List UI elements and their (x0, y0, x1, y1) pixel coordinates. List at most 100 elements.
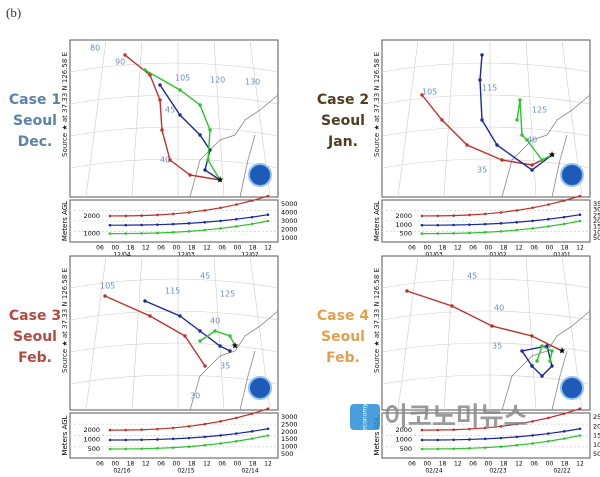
time-tick-label: 18 (127, 461, 135, 468)
height-marker (235, 416, 238, 420)
case-label: Feb. (326, 350, 360, 366)
height-marker (203, 228, 207, 232)
height-marker (266, 213, 270, 216)
right-tick-label: 3000 (281, 413, 298, 421)
height-marker (468, 427, 471, 431)
time-tick-label: 18 (561, 245, 569, 252)
height-marker (219, 420, 222, 423)
watermark-name: 이코노미뉴스 (384, 403, 528, 433)
date-label: 12/03 (177, 252, 194, 259)
height-marker (499, 425, 503, 428)
time-tick-label: 00 (485, 245, 493, 252)
trajectory-marker (525, 138, 529, 142)
right-tick-label: 1000 (593, 228, 600, 236)
left-tick-label: 500 (88, 445, 100, 453)
height-marker (436, 438, 440, 442)
source-label: Source ★ at 37.33 N 126.58 E (61, 268, 69, 373)
height-marker (452, 223, 455, 227)
right-tick-label: 1000 (281, 443, 298, 451)
date-label: 02/23 (489, 468, 506, 475)
case-label: Dec. (18, 134, 53, 150)
height-marker (140, 214, 143, 217)
map-label: 40 (210, 317, 220, 326)
height-marker (483, 231, 487, 234)
time-tick-label: 18 (439, 245, 447, 252)
height-marker (483, 426, 487, 430)
map-label: 130 (245, 78, 260, 87)
height-marker (235, 203, 238, 206)
height-marker (515, 422, 519, 426)
case-label: Seoul (13, 113, 57, 129)
trajectory-marker (178, 314, 182, 318)
trajectory-marker (550, 153, 554, 157)
time-tick-label: 06 (408, 245, 416, 252)
source-star: ★ (558, 347, 566, 357)
height-marker (499, 445, 503, 448)
left-tick-label: 2000 (83, 212, 100, 220)
height-marker (452, 438, 455, 442)
case-label: Seoul (321, 329, 365, 345)
graticule (381, 62, 591, 73)
height-marker (436, 223, 440, 227)
height-marker (140, 223, 143, 227)
trajectory-marker (420, 93, 424, 97)
coastline (189, 94, 279, 198)
trajectory-marker (228, 334, 232, 338)
height-marker (578, 427, 582, 431)
height-marker (187, 436, 191, 440)
height-marker (499, 211, 503, 214)
time-tick-label: 18 (127, 245, 135, 252)
left-tick-label: 500 (400, 445, 412, 453)
map-label: 80 (90, 44, 100, 53)
figure-label: (b) (6, 5, 21, 20)
noaa-logo (248, 376, 272, 400)
trajectory-panel: 105 115 125 45 40 35 30 Source ★ at 37.33 N 126… (61, 255, 298, 475)
date-label: 12/04 (113, 252, 130, 259)
height-marker (108, 447, 112, 451)
height-marker (266, 434, 270, 437)
height-marker (187, 425, 191, 428)
time-tick-label: 18 (249, 461, 257, 468)
height-marker (578, 194, 582, 198)
height-marker (250, 437, 254, 440)
height-marker (235, 217, 238, 221)
trajectory (421, 94, 553, 166)
height-marker (547, 225, 550, 228)
trajectory-marker (515, 118, 519, 122)
height-marker (436, 447, 440, 451)
right-tick-label: 1000 (593, 441, 600, 449)
graticule (213, 39, 225, 198)
height-marker (140, 447, 143, 451)
left-tick-label: 2000 (83, 426, 100, 434)
height-marker (250, 412, 254, 415)
time-tick-label: 00 (234, 461, 242, 468)
graticule (69, 126, 279, 137)
trajectory (516, 99, 553, 161)
height-marker (452, 447, 455, 451)
height-marker (578, 219, 582, 223)
height-marker (108, 232, 112, 235)
left-tick-label: 1000 (83, 230, 100, 238)
time-tick-label: 06 (157, 245, 165, 252)
left-tick-label: 1000 (83, 436, 100, 444)
height-marker (187, 211, 191, 214)
date-label: 01/02 (489, 252, 506, 259)
coastline (501, 94, 591, 198)
time-tick-label: 12 (454, 461, 462, 468)
trajectory-marker (178, 88, 182, 92)
time-tick-label: 06 (157, 461, 165, 468)
height-marker (515, 435, 519, 439)
trajectory-marker (218, 344, 222, 348)
map-label: 115 (482, 84, 497, 93)
case-label: Jan. (327, 134, 358, 150)
time-tick-label: 06 (530, 461, 538, 468)
height-marker (468, 447, 471, 450)
right-tick-label: 1500 (281, 435, 298, 443)
trajectory-marker (520, 349, 524, 353)
date-label: 02/14 (241, 468, 258, 475)
trajectory-marker (495, 143, 499, 147)
map-frame (381, 39, 591, 198)
height-marker (187, 445, 191, 448)
trajectory-marker (530, 334, 534, 338)
height-marker (515, 228, 519, 232)
